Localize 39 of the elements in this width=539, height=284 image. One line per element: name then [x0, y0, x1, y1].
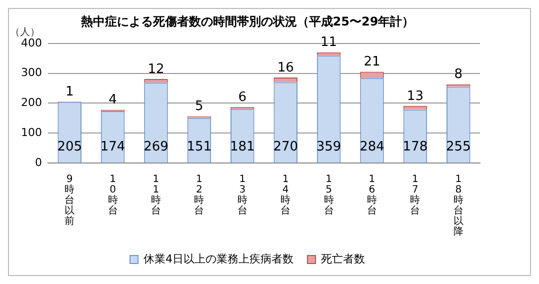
x-tick-label: 17時台: [410, 174, 420, 216]
data-label: 205: [57, 139, 82, 154]
data-label: 255: [446, 139, 471, 154]
x-tick-label: 13時台: [237, 174, 248, 216]
chart-title: 熱中症による死傷者数の時間帯別の状況（平成25〜29年計）: [80, 14, 414, 28]
data-label: 16: [277, 60, 294, 76]
data-label: 4: [108, 92, 117, 108]
data-label: 12: [148, 62, 164, 77]
data-label: 269: [144, 139, 168, 154]
x-tick-label: 9時台以前: [64, 174, 75, 227]
data-label: 270: [273, 139, 298, 154]
data-label: 181: [230, 139, 255, 154]
y-tick-label: 0: [34, 156, 42, 169]
data-label: 21: [364, 54, 380, 70]
legend-label: 休業4日以上の業務上疾病者数: [144, 252, 294, 266]
y-tick-label: 100: [20, 126, 42, 139]
data-label: 284: [360, 139, 384, 154]
x-tick-label: 14時台: [280, 174, 291, 216]
x-tick-label: 11時台: [150, 174, 161, 216]
data-label: 8: [454, 67, 463, 82]
data-label: 151: [186, 139, 212, 154]
x-tick-label: 18時台以降: [453, 174, 464, 238]
data-label: 5: [195, 99, 204, 114]
legend-label: 死亡者数: [321, 252, 365, 266]
y-tick-label: 200: [20, 96, 42, 110]
x-tick-label: 10時台: [108, 174, 118, 216]
data-label: 13: [406, 88, 424, 104]
y-tick-label: 400: [20, 36, 42, 50]
x-tick-label: 15時台: [324, 174, 334, 216]
data-label: 6: [238, 90, 247, 105]
data-label: 174: [100, 139, 126, 154]
data-label: 11: [320, 35, 338, 50]
data-label: 178: [402, 139, 428, 154]
data-label: 1: [65, 84, 74, 100]
y-axis-title: （人）: [10, 26, 40, 38]
x-tick-label: 12時台: [194, 174, 204, 216]
x-tick-label: 16時台: [367, 174, 377, 216]
y-tick-label: 300: [20, 66, 42, 80]
data-label: 359: [316, 139, 342, 154]
